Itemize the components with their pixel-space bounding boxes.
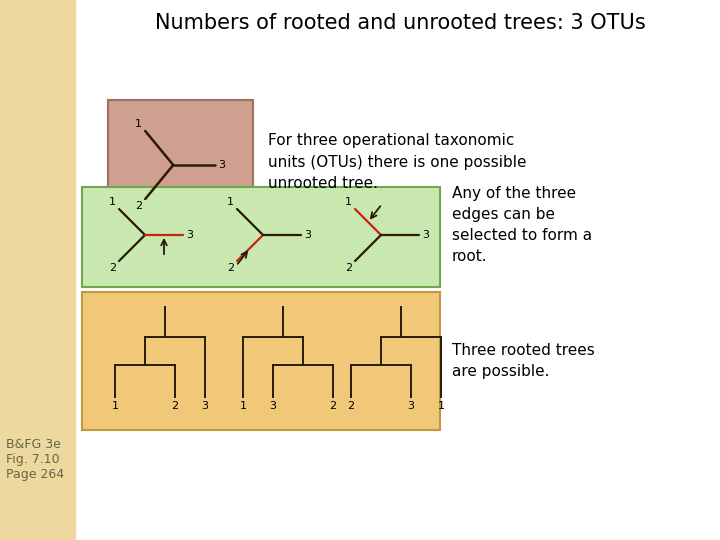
- Text: 1: 1: [112, 401, 119, 411]
- Text: 3: 3: [186, 230, 193, 240]
- Text: B&FG 3e
Fig. 7.10
Page 264: B&FG 3e Fig. 7.10 Page 264: [6, 438, 64, 481]
- Text: 1: 1: [345, 197, 352, 207]
- Text: 1: 1: [109, 197, 116, 207]
- Text: 3: 3: [269, 401, 276, 411]
- Text: 3: 3: [202, 401, 209, 411]
- Text: 2: 2: [348, 401, 354, 411]
- Text: 2: 2: [345, 263, 352, 273]
- Text: 1: 1: [227, 197, 234, 207]
- Text: 3: 3: [218, 160, 225, 170]
- Bar: [82, 292, 440, 430]
- Text: 3: 3: [408, 401, 415, 411]
- Text: 2: 2: [135, 201, 143, 211]
- Text: 1: 1: [135, 119, 143, 129]
- Text: For three operational taxonomic
units (OTUs) there is one possible
unrooted tree: For three operational taxonomic units (O…: [268, 133, 526, 191]
- Bar: [108, 100, 253, 230]
- Text: 2: 2: [330, 401, 336, 411]
- Text: 2: 2: [109, 263, 116, 273]
- Bar: [82, 187, 440, 287]
- Text: 3: 3: [422, 230, 429, 240]
- Text: Numbers of rooted and unrooted trees: 3 OTUs: Numbers of rooted and unrooted trees: 3 …: [155, 13, 645, 33]
- Text: 1: 1: [438, 401, 444, 411]
- Text: 2: 2: [171, 401, 179, 411]
- Text: 3: 3: [304, 230, 311, 240]
- Text: 1: 1: [240, 401, 246, 411]
- Text: Three rooted trees
are possible.: Three rooted trees are possible.: [452, 343, 595, 379]
- Text: 2: 2: [227, 263, 234, 273]
- Text: Any of the three
edges can be
selected to form a
root.: Any of the three edges can be selected t…: [452, 186, 592, 264]
- Bar: [0, 0, 75, 540]
